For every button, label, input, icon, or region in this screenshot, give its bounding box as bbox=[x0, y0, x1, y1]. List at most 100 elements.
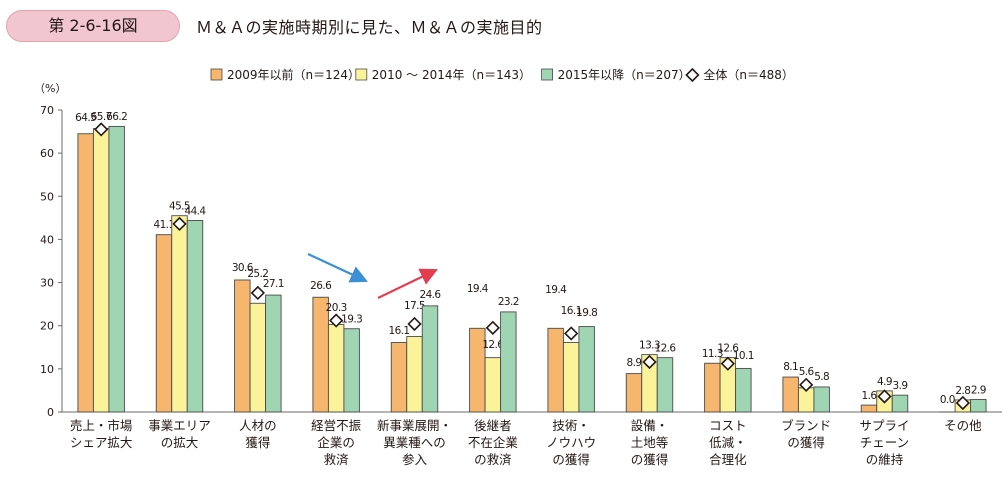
legend-label: 2009年以前（n＝124） bbox=[227, 67, 360, 82]
legend-swatch bbox=[355, 68, 368, 81]
category-label: の獲得 bbox=[552, 452, 590, 467]
category-label: 異業種への bbox=[383, 435, 446, 450]
category-label: ノウハウ bbox=[546, 435, 596, 450]
overall-diamond-marker bbox=[407, 316, 422, 332]
bar-value-label: 4.9 bbox=[877, 376, 892, 388]
overall-diamond-marker bbox=[485, 320, 500, 336]
bar bbox=[735, 367, 752, 413]
y-tick-label: 70 bbox=[40, 104, 54, 117]
bar bbox=[891, 394, 909, 413]
overall-diamond-marker bbox=[720, 356, 735, 371]
bar-value-label: 45.5 bbox=[169, 201, 190, 213]
bar-value-label: 19.4 bbox=[467, 283, 489, 295]
bar-value-label: 2.9 bbox=[971, 384, 986, 396]
bar bbox=[500, 311, 517, 413]
category-label: シェア拡大 bbox=[70, 435, 133, 450]
bar-value-label: 8.1 bbox=[783, 361, 798, 373]
category-label: その他 bbox=[944, 418, 982, 433]
bar bbox=[249, 302, 267, 413]
bar-value-label: 3.9 bbox=[893, 380, 908, 392]
category-label: 技術・ bbox=[552, 418, 590, 433]
bar bbox=[155, 234, 173, 413]
overall-diamond-marker bbox=[172, 216, 187, 232]
bar bbox=[562, 342, 580, 413]
bar bbox=[327, 323, 345, 413]
bar-value-label: 5.6 bbox=[799, 366, 815, 378]
category-label: 事業エリア bbox=[148, 418, 211, 433]
bar bbox=[782, 376, 799, 413]
overall-diamond-marker bbox=[564, 326, 579, 341]
bar-value-label: 65.7 bbox=[91, 111, 112, 123]
bar bbox=[108, 125, 125, 413]
category-label: の維持 bbox=[866, 452, 904, 467]
bar bbox=[234, 279, 251, 413]
y-tick-label: 60 bbox=[40, 147, 54, 160]
bar-value-label: 12.6 bbox=[717, 343, 739, 355]
bar bbox=[343, 328, 360, 413]
legend-diamond-marker bbox=[685, 67, 700, 83]
legend-swatch bbox=[210, 68, 223, 81]
bar-value-label: 17.5 bbox=[404, 300, 425, 312]
bar bbox=[547, 327, 564, 413]
bar bbox=[312, 296, 329, 413]
bar bbox=[92, 128, 110, 413]
category-label: の獲得 bbox=[787, 435, 825, 450]
bar-value-label: 19.4 bbox=[545, 284, 567, 296]
bar-value-label: 16.1 bbox=[561, 305, 582, 317]
bar-value-label: 24.6 bbox=[420, 289, 442, 301]
category-label: 経営不振 bbox=[311, 418, 362, 433]
y-tick-label: 20 bbox=[40, 320, 54, 333]
bar-value-label: 44.4 bbox=[185, 205, 207, 217]
bar-value-label: 12.6 bbox=[482, 339, 504, 351]
category-label: の救済 bbox=[474, 452, 512, 467]
bar bbox=[578, 326, 595, 413]
category-label: 不在企業 bbox=[468, 435, 519, 450]
bar-value-label: 41.1 bbox=[154, 219, 175, 231]
bar bbox=[484, 357, 502, 413]
bar bbox=[265, 294, 282, 413]
bar bbox=[704, 362, 721, 413]
bar-value-label: 30.6 bbox=[232, 262, 254, 274]
overall-diamond-marker bbox=[329, 313, 344, 328]
bar-value-label: 23.2 bbox=[498, 296, 519, 308]
category-label: チェーン bbox=[860, 435, 909, 450]
overall-diamond-marker bbox=[955, 395, 970, 411]
overall-diamond-marker bbox=[94, 122, 109, 137]
category-label: 新事業展開・ bbox=[377, 418, 452, 433]
overall-diamond-marker bbox=[642, 354, 657, 370]
category-label: 獲得 bbox=[245, 435, 270, 450]
bar-value-label: 5.8 bbox=[814, 371, 829, 383]
bar-value-label: 8.9 bbox=[627, 357, 642, 369]
bar-value-label: 19.3 bbox=[341, 314, 362, 326]
bar-value-label: 0.0 bbox=[940, 394, 955, 406]
overall-diamond-marker bbox=[250, 285, 265, 301]
category-label: 救済 bbox=[324, 452, 350, 467]
category-label: ブランド bbox=[781, 418, 831, 433]
bar bbox=[625, 373, 643, 413]
category-label: サプライ bbox=[859, 418, 909, 433]
bar-value-label: 20.3 bbox=[326, 302, 347, 314]
bar-value-label: 10.1 bbox=[733, 350, 754, 362]
bar-value-label: 16.1 bbox=[389, 325, 410, 337]
category-label: 売上・市場 bbox=[70, 418, 133, 433]
trend-arrow-down bbox=[307, 253, 368, 283]
category-label: 人材の bbox=[239, 418, 277, 433]
y-tick-label: 0 bbox=[47, 406, 54, 419]
legend-label: 2015年以降（n＝207） bbox=[558, 68, 691, 82]
category-label: の獲得 bbox=[631, 452, 669, 467]
y-tick-label: 40 bbox=[40, 233, 54, 246]
bar bbox=[186, 219, 204, 413]
bar-value-label: 2.8 bbox=[955, 385, 970, 397]
bar bbox=[970, 399, 987, 413]
category-label: 後継者 bbox=[474, 418, 512, 433]
figure-number-badge: 第 2-6-16図 bbox=[6, 10, 180, 42]
bar-value-label: 64.5 bbox=[75, 112, 96, 124]
legend-swatch bbox=[541, 68, 553, 81]
trend-arrow-up bbox=[377, 268, 438, 299]
figure-number: 第 2-6-16図 bbox=[48, 16, 138, 35]
category-label: 低減・ bbox=[709, 435, 747, 450]
bar-value-label: 66.2 bbox=[106, 111, 127, 123]
category-label: 土地等 bbox=[631, 435, 669, 450]
category-label: 企業の bbox=[317, 435, 355, 450]
y-tick-label: 10 bbox=[40, 363, 54, 376]
